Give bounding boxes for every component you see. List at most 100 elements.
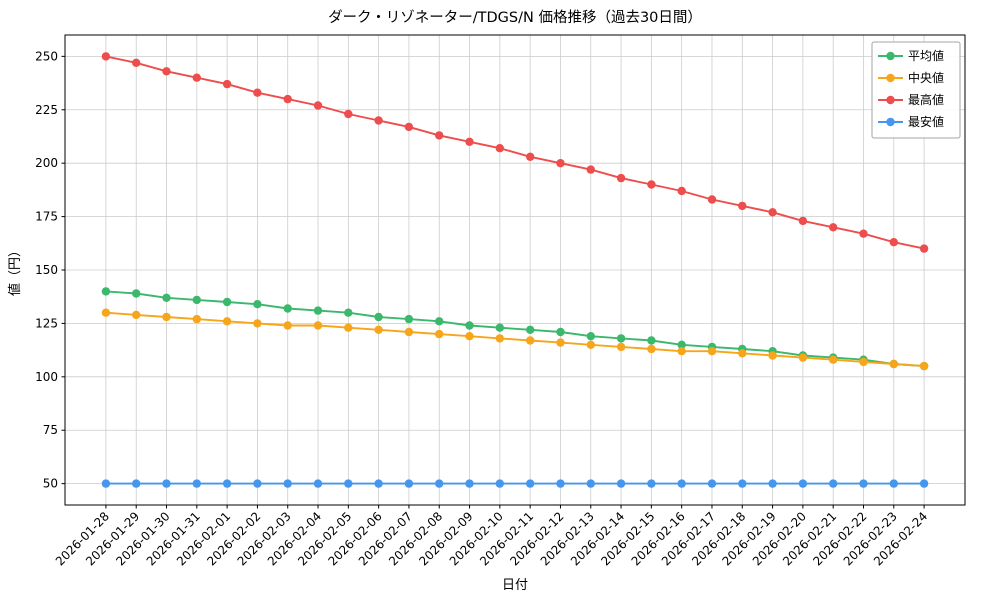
series-median-marker (556, 338, 565, 347)
legend-marker-sample (886, 73, 895, 83)
series-avg (101, 287, 929, 371)
series-median-marker (222, 317, 232, 326)
series-avg-marker (677, 340, 686, 349)
series-min-marker (768, 479, 777, 488)
series-max-marker (556, 159, 565, 168)
series-median-marker (677, 347, 686, 356)
series-min-marker (889, 479, 898, 488)
series-avg-marker (435, 317, 444, 326)
series-median-marker (829, 355, 838, 364)
series-median-marker (798, 353, 808, 362)
series-max-marker (495, 144, 504, 153)
chart-title: ダーク・リゾネーター/TDGS/N 価格推移（過去30日間） (328, 9, 702, 26)
series-median-marker (313, 321, 323, 330)
series-max-marker (101, 52, 111, 61)
series-avg-marker (556, 327, 565, 337)
series-max-marker (374, 116, 383, 125)
series-min-marker (465, 479, 474, 488)
series-median-marker (526, 336, 535, 345)
legend-label: 中央値 (908, 70, 944, 85)
legend-label: 平均値 (908, 48, 944, 63)
series-max-marker (162, 67, 171, 76)
series-min-marker (313, 479, 323, 488)
series-min-marker (404, 479, 414, 488)
series-min-marker (616, 479, 626, 488)
series-max-marker (798, 216, 808, 226)
series-avg-marker (283, 304, 292, 313)
series-max-marker (647, 180, 656, 189)
series-max-marker (829, 223, 838, 232)
y-axis-label: 値（円） (7, 244, 23, 296)
series-avg-marker (132, 289, 141, 298)
series-max-marker (859, 229, 868, 238)
plot-layer: 50751001251501752002252502026-01-282026-… (35, 34, 966, 568)
legend-box (871, 41, 961, 139)
series-max-marker (526, 152, 535, 161)
series-median-marker (101, 308, 111, 317)
series-min-marker (707, 479, 717, 488)
y-tick-label: 100 (35, 370, 58, 384)
series-max-marker (889, 238, 898, 247)
series-median-marker (132, 310, 141, 320)
y-tick-label: 150 (35, 263, 58, 277)
series-min-marker (374, 479, 383, 488)
series-avg-marker (647, 336, 656, 345)
series-max-marker (919, 244, 929, 253)
series-min (101, 479, 929, 488)
legend-marker-sample (886, 117, 895, 127)
series-min-marker (526, 479, 535, 488)
series-avg-line (105, 290, 925, 368)
legend-marker-sample (886, 95, 895, 105)
series-min-marker (859, 479, 868, 488)
series-avg-marker (404, 314, 414, 324)
y-tick-label: 75 (43, 423, 58, 437)
series-min-marker (738, 479, 747, 488)
series-median-marker (495, 334, 504, 343)
y-tick-label: 200 (35, 156, 58, 170)
series-median-marker (859, 357, 868, 367)
y-tick-label: 250 (35, 49, 58, 63)
x-axis-label: 日付 (502, 578, 528, 593)
series-min-marker (495, 479, 504, 488)
series-median (101, 308, 929, 371)
legend-item-median: 中央値 (878, 70, 944, 85)
series-median-marker (586, 340, 595, 349)
legend-label: 最高値 (908, 92, 944, 107)
series-max-marker (707, 195, 717, 204)
series-median-marker (374, 325, 383, 334)
series-min-marker (556, 479, 565, 488)
series-avg-marker (253, 300, 262, 309)
series-median-marker (435, 329, 444, 339)
series-median-marker (768, 351, 777, 360)
y-tick-label: 125 (35, 316, 58, 330)
y-tick-label: 225 (35, 103, 58, 117)
series-min-marker (162, 479, 171, 488)
series-max-marker (132, 58, 141, 67)
series-max-marker (222, 79, 232, 89)
series-avg-marker (374, 312, 383, 322)
series-max-marker (586, 165, 595, 174)
series-median-marker (192, 314, 201, 324)
series-avg-marker (101, 287, 111, 296)
y-tick-label: 175 (35, 210, 58, 224)
series-median-marker (738, 349, 747, 358)
series-avg-marker (526, 325, 535, 334)
series-max-marker (283, 94, 292, 104)
series-avg-marker (222, 297, 232, 307)
y-tick-label: 50 (43, 477, 58, 491)
series-min-marker (647, 479, 656, 488)
series-min-marker (132, 479, 141, 488)
series-median-marker (616, 342, 626, 352)
series-avg-marker (344, 308, 353, 317)
series-min-marker (919, 479, 929, 488)
series-max-line (105, 55, 925, 250)
series-min-marker (798, 479, 808, 488)
series-max-marker (435, 131, 444, 140)
series-min-marker (222, 479, 232, 488)
legend-marker-sample (886, 51, 895, 61)
series-min-marker (829, 479, 838, 488)
series-max-marker (677, 186, 686, 196)
series-min-marker (344, 479, 353, 488)
series-max-marker (253, 88, 262, 97)
